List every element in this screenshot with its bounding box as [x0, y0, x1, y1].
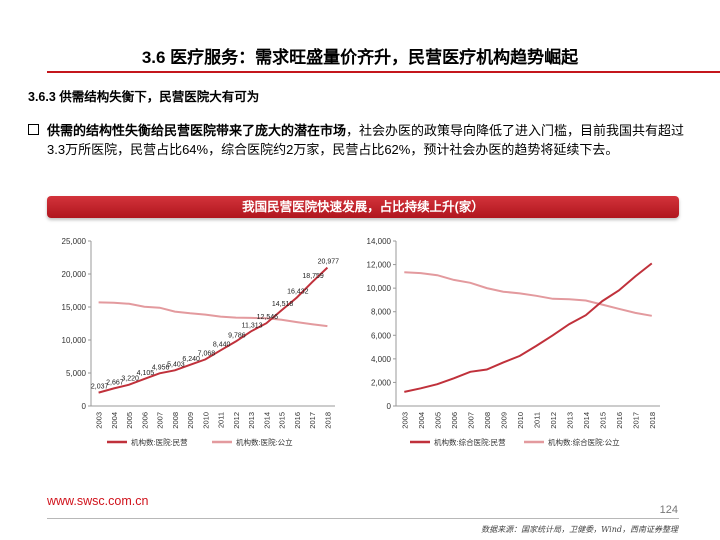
x-tick-label: 2003: [95, 412, 104, 429]
x-tick-label: 2012: [232, 412, 241, 429]
legend-label-public: 机构数:医院:公立: [236, 437, 293, 447]
y-tick-label: 4,000: [371, 355, 392, 364]
x-tick-label: 2004: [110, 412, 119, 429]
chart-general-hospitals: 0 2,000 4,000 6,000 8,000 10,000 12,000 14,000 2…: [362, 224, 678, 480]
x-tick-label: 2005: [125, 412, 134, 429]
x-tick-label: 2009: [186, 412, 195, 429]
data-label: 3,220: [121, 376, 139, 383]
x-tick-label: 2015: [598, 412, 607, 429]
x-tick-label: 2008: [483, 412, 492, 429]
data-label: 7,068: [198, 350, 216, 357]
data-label: 14,518: [272, 301, 294, 308]
y-tick-label: 20,000: [62, 270, 87, 279]
legend-label-public: 机构数:综合医院:公立: [548, 437, 620, 447]
bullet-bold-text: 供需的结构性失衡给民营医院带来了庞大的潜在市场: [47, 123, 347, 138]
bullet-body-text: ，社会办医的政策导向降低了进入门槛，目前我国共有超过3.3万所医院，民营占比64…: [47, 123, 685, 157]
chart-general-hospitals-svg: 0 2,000 4,000 6,000 8,000 10,000 12,000 14,000 2…: [367, 237, 660, 447]
x-tick-label: 2015: [278, 412, 287, 429]
series-line-private: [98, 266, 329, 394]
bullet-text: 供需的结构性失衡给民营医院带来了庞大的潜在市场，社会办医的政策导向降低了进入门槛…: [47, 121, 698, 159]
x-tick-label: 2004: [417, 412, 426, 429]
x-tick-label: 2007: [466, 412, 475, 429]
data-label: 8,440: [213, 341, 231, 348]
x-tick-label: 2014: [582, 412, 591, 429]
y-tick-label: 15,000: [62, 303, 87, 312]
y-tick-label: 5,000: [66, 369, 87, 378]
x-tick-label: 2016: [293, 412, 302, 429]
data-label: 18,759: [302, 273, 324, 280]
data-label: 5,403: [167, 361, 185, 368]
page-title: 3.6 医疗服务：需求旺盛量价齐升，民营医疗机构趋势崛起: [141, 48, 579, 67]
data-label: 4,105: [137, 370, 155, 377]
y-tick-label: 2,000: [371, 378, 392, 387]
x-tick-label: 2013: [565, 412, 574, 429]
x-tick-label: 2014: [262, 412, 271, 429]
x-tick-label: 2005: [433, 412, 442, 429]
data-label: 9,786: [228, 332, 246, 339]
x-tick-label: 2017: [308, 412, 317, 429]
data-label: 2,037: [91, 384, 109, 391]
data-label: 16,432: [287, 289, 309, 296]
data-source-note: 数据来源：国家统计局，卫健委，Wind，西南证券整理: [481, 525, 678, 534]
x-tick-label: 2016: [615, 412, 624, 429]
page-number: 124: [659, 504, 678, 516]
x-tick-label: 2006: [140, 412, 149, 429]
y-tick-label: 0: [387, 402, 392, 411]
series-line-public: [404, 271, 652, 317]
chart-banner: 我国民营医院快速发展，占比持续上升(家）: [47, 196, 679, 218]
y-tick-label: 14,000: [367, 237, 392, 246]
x-tick-label: 2008: [171, 412, 180, 429]
legend-label-private: 机构数:综合医院:民营: [434, 437, 506, 447]
x-tick-label: 2011: [217, 412, 226, 428]
checkbox-bullet-icon: [28, 124, 39, 135]
x-tick-label: 2012: [549, 412, 558, 429]
x-tick-label: 2010: [201, 412, 210, 429]
x-tick-label: 2013: [247, 412, 256, 429]
data-label: 6,240: [182, 356, 200, 363]
section-subtitle: 3.6.3 供需结构失衡下，民营医院大有可为: [28, 90, 260, 104]
y-tick-label: 25,000: [62, 237, 87, 246]
y-tick-label: 0: [82, 402, 87, 411]
y-tick-label: 8,000: [371, 308, 392, 317]
series-line-public: [98, 301, 328, 328]
data-label: 12,546: [257, 314, 279, 321]
x-tick-label: 2017: [631, 412, 640, 429]
legend-label-private: 机构数:医院:民营: [131, 437, 188, 447]
x-tick-label: 2018: [648, 412, 657, 429]
x-tick-label: 2010: [516, 412, 525, 429]
series-line-private: [404, 262, 653, 393]
data-label: 4,956: [152, 364, 170, 371]
title-divider: [47, 71, 720, 73]
x-tick-label: 2011: [532, 412, 541, 428]
website-link[interactable]: www.swsc.com.cn: [47, 494, 149, 508]
chart-hospitals-svg: 0 5,000 10,000 15,000 20,000 25,000 2003 2004 20…: [62, 237, 340, 447]
data-label: 11,313: [242, 322, 263, 329]
y-tick-label: 12,000: [367, 261, 392, 270]
footer-divider: [47, 518, 679, 519]
y-tick-label: 6,000: [371, 331, 392, 340]
x-tick-label: 2007: [156, 412, 165, 429]
bullet-paragraph: 供需的结构性失衡给民营医院带来了庞大的潜在市场，社会办医的政策导向降低了进入门槛…: [28, 121, 698, 159]
x-tick-label: 2003: [400, 412, 409, 429]
chart-hospitals: 0 5,000 10,000 15,000 20,000 25,000 2003 2004 20…: [47, 224, 352, 480]
y-tick-label: 10,000: [62, 336, 87, 345]
data-label: 2,667: [106, 379, 124, 386]
x-tick-label: 2006: [450, 412, 459, 429]
y-tick-label: 10,000: [367, 284, 392, 293]
x-tick-label: 2009: [499, 412, 508, 429]
x-tick-label: 2018: [323, 412, 332, 429]
data-label: 20,977: [318, 259, 340, 266]
